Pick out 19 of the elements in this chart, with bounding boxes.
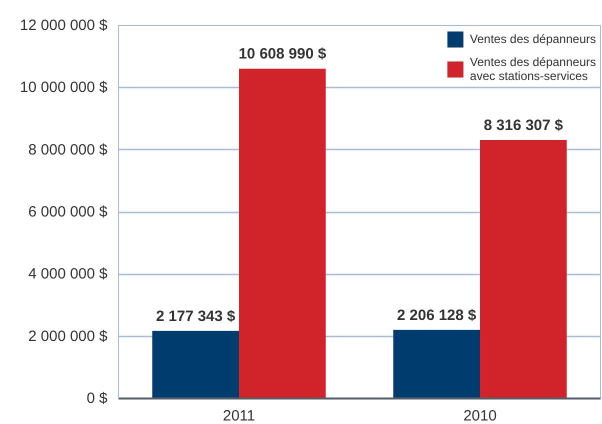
data-label: 10 608 990 $ — [238, 46, 327, 63]
x-tick-label: 2011 — [222, 408, 256, 424]
legend-label: Ventes des dépanneurs — [470, 32, 596, 46]
y-tick-label: 4 000 000 $ — [28, 266, 108, 283]
y-tick-label: 0 $ — [86, 390, 108, 407]
data-label: 8 316 307 $ — [484, 117, 564, 134]
x-tick-label: 2010 — [463, 408, 497, 424]
bar — [239, 68, 326, 398]
data-label: 2 177 343 $ — [156, 308, 236, 325]
y-tick-label: 2 000 000 $ — [28, 328, 108, 345]
bar — [393, 330, 480, 398]
legend-label: Ventes des dépanneurs avec stations-services — [470, 55, 596, 83]
y-tick-label: 12 000 000 $ — [20, 17, 108, 34]
y-tick-label: 10 000 000 $ — [20, 79, 108, 96]
y-tick-label: 8 000 000 $ — [28, 141, 108, 158]
bar — [152, 330, 239, 398]
data-label: 2 206 128 $ — [397, 306, 477, 324]
bar — [480, 140, 567, 398]
y-tick-label: 6 000 000 $ — [28, 204, 108, 220]
